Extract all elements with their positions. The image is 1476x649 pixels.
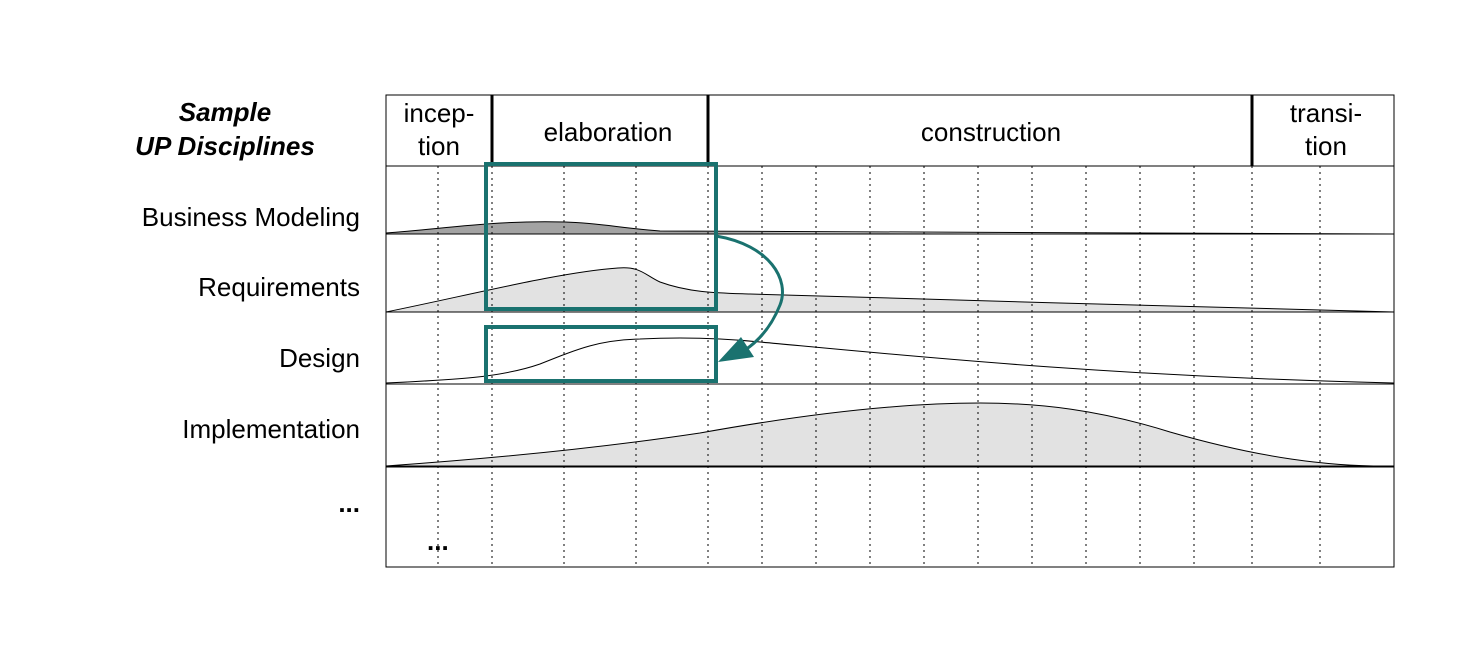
phase-transition: transi- tion <box>1266 97 1386 163</box>
diagram-title: Sample UP Disciplines <box>120 95 330 163</box>
discipline-label-business-modeling: Business Modeling <box>141 202 360 232</box>
diagram-frame <box>385 94 1395 568</box>
business-modeling-curve <box>385 221 1395 235</box>
discipline-label-requirements: Requirements <box>198 272 360 302</box>
phase-transition-line2: tion <box>1305 131 1347 161</box>
implementation-curve <box>385 402 1395 467</box>
phase-inception: incep- tion <box>386 97 492 163</box>
influence-arrow <box>715 234 784 352</box>
requirements-curve <box>385 267 1395 313</box>
ellipsis-cell: ... <box>427 526 449 556</box>
title-line-2: UP Disciplines <box>135 131 315 161</box>
phase-elaboration-label: elaboration <box>543 117 673 147</box>
design-highlight-box <box>484 325 718 383</box>
discipline-label-implementation: Implementation <box>182 414 360 444</box>
discipline-label-design: Design <box>279 343 360 373</box>
phase-construction: construction <box>708 116 1274 149</box>
phase-construction-label: construction <box>920 117 1062 147</box>
phase-inception-line2: tion <box>418 131 460 161</box>
phase-boundaries <box>490 95 1254 166</box>
phase-transition-line1: transi- <box>1289 98 1363 128</box>
title-line-1: Sample <box>178 97 272 127</box>
design-curve <box>385 337 1395 384</box>
arrow-head-icon <box>718 337 754 362</box>
iteration-grid <box>437 166 1321 567</box>
discipline-label-ellipsis: ... <box>338 488 360 518</box>
phase-elaboration: elaboration <box>492 116 724 149</box>
phase-inception-line1: incep- <box>403 98 475 128</box>
